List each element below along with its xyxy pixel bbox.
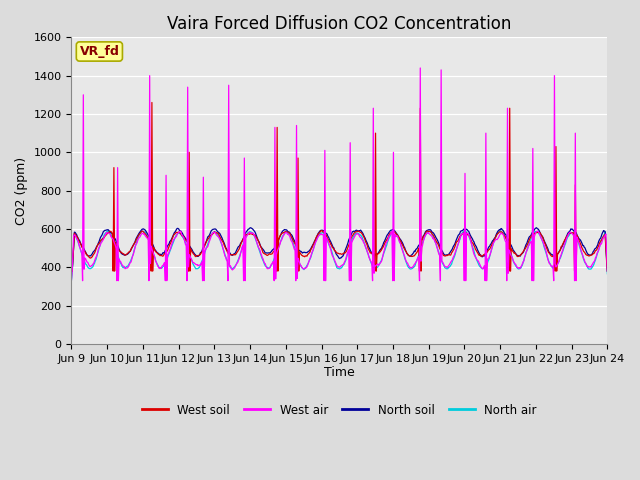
Y-axis label: CO2 (ppm): CO2 (ppm)	[15, 156, 28, 225]
Text: VR_fd: VR_fd	[79, 45, 119, 58]
X-axis label: Time: Time	[324, 366, 355, 379]
Legend: West soil, West air, North soil, North air: West soil, West air, North soil, North a…	[138, 399, 541, 421]
Title: Vaira Forced Diffusion CO2 Concentration: Vaira Forced Diffusion CO2 Concentration	[167, 15, 511, 33]
